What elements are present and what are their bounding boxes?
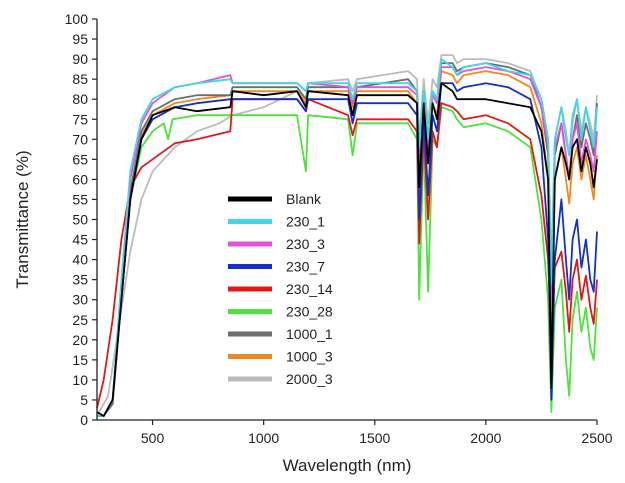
legend-label: 1000_1 [286,326,333,342]
series-line-230_28 [97,106,598,417]
legend-label: 230_14 [286,281,333,297]
x-tick-label: 1000 [248,430,279,446]
x-tick-label: 1500 [359,430,390,446]
y-tick-label: 100 [65,11,89,27]
y-tick-label: 85 [72,71,88,87]
ticks: 500 1000 1500 2000 2500 0 5 10 15 20 25 30 35 40 45 50 5… [65,11,613,446]
y-tick-label: 75 [72,111,88,127]
y-tick-label: 50 [72,212,88,228]
y-tick-label: 25 [72,312,88,328]
x-tick-label: 2500 [581,430,612,446]
series-line-230_14 [96,98,598,409]
y-tick-label: 80 [72,91,88,107]
y-tick-label: 65 [72,151,88,167]
x-axis-title: Wavelength (nm) [283,456,412,475]
x-tick-label: 500 [141,430,165,446]
y-tick-label: 20 [72,332,88,348]
y-tick-label: 40 [72,252,88,268]
series-line-1000_1 [97,62,598,417]
legend-label: 230_3 [286,236,325,252]
series-line-230_7 [97,82,598,417]
y-tick-label: 55 [72,191,88,207]
y-tick-label: 0 [80,412,88,428]
x-tick-label: 2000 [470,430,501,446]
legend-label: 2000_3 [286,371,333,387]
y-tick-label: 95 [72,31,88,47]
y-tick-label: 15 [72,352,88,368]
y-tick-label: 60 [72,171,88,187]
y-tick-label: 10 [72,372,88,388]
y-tick-label: 45 [72,232,88,248]
y-tick-label: 30 [72,292,88,308]
legend-label: 230_1 [286,214,325,230]
series-line-230_1 [97,58,598,417]
plot-lines [96,54,598,417]
y-tick-label: 5 [80,392,88,408]
y-tick-label: 90 [72,51,88,67]
series-line-Blank [96,82,598,417]
legend-label: 230_7 [286,259,325,275]
y-axis-title: Transmittance (%) [13,150,32,288]
legend-label: Blank [286,191,322,207]
legend-label: 1000_3 [286,349,333,365]
legend-label: 230_28 [286,304,333,320]
y-tick-label: 70 [72,131,88,147]
legend: Blank 230_1 230_3 230_7 230_14 230_28 1000_1 10… [228,191,333,387]
y-tick-label: 35 [72,272,88,288]
